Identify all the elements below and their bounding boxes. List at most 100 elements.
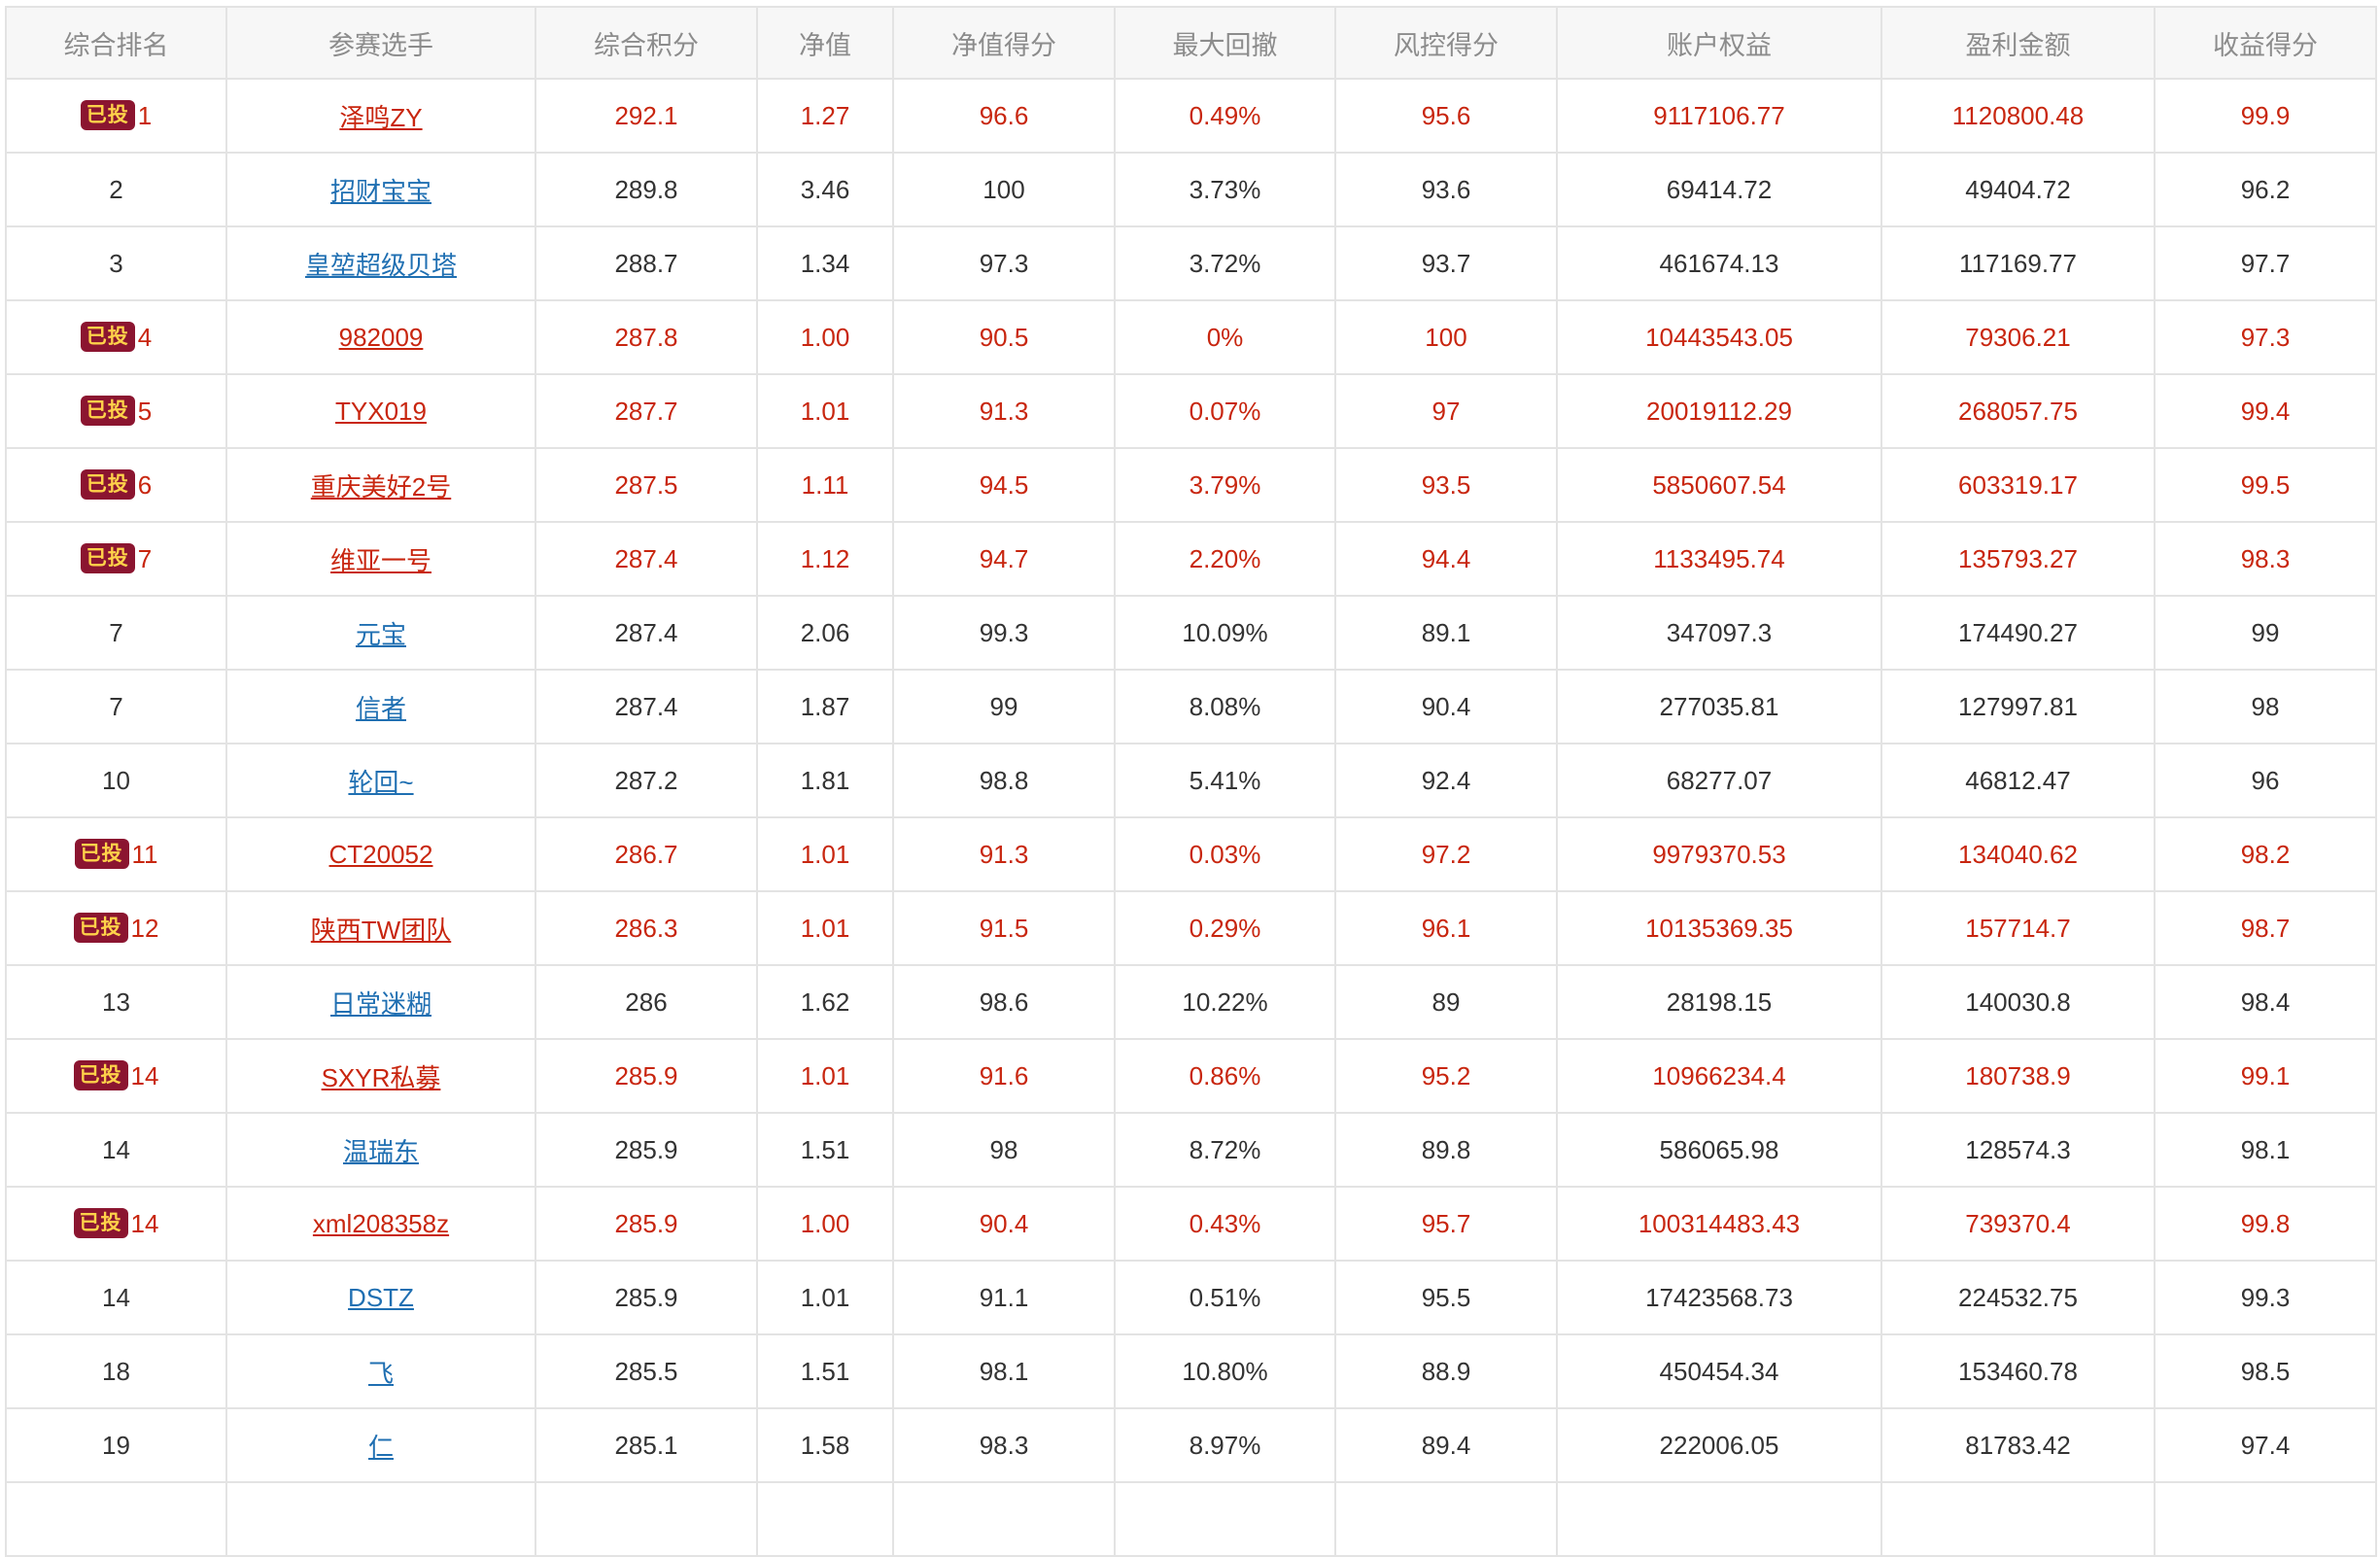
player-name-link[interactable]: SXYR私募 <box>321 1062 441 1092</box>
player-cell: 元宝 <box>225 595 536 671</box>
player-cell: 仁 <box>225 1407 536 1483</box>
table-row: 14 温瑞东 285.9 1.51 98 8.72% 89.8 586065.98 128574… <box>5 1112 2377 1188</box>
rank-value: 10 <box>102 765 130 795</box>
net-value-cell: 1.58 <box>756 1407 894 1483</box>
profit-cell: 81783.42 <box>1880 1407 2156 1483</box>
account-equity-cell: 10966234.4 <box>1556 1038 1882 1114</box>
profit-cell: 79306.21 <box>1880 299 2156 375</box>
net-value-cell: 1.01 <box>756 890 894 966</box>
max-drawdown-cell: 8.72% <box>1114 1112 1336 1188</box>
col-header-total-score[interactable]: 综合积分 <box>535 6 758 80</box>
invested-badge: 已投 <box>80 322 135 352</box>
return-score-cell: 98.1 <box>2154 1112 2377 1188</box>
profit-cell: 603319.17 <box>1880 447 2156 523</box>
total-score-cell: 287.5 <box>535 447 758 523</box>
rank-cell <box>5 1481 227 1557</box>
table-row: 已投 1 泽鸣ZY 292.1 1.27 96.6 0.49% 95.6 9117106.77 1… <box>5 78 2377 154</box>
account-equity-cell: 461674.13 <box>1556 225 1882 301</box>
player-name-link[interactable]: 陕西TW团队 <box>310 915 452 945</box>
player-name-link[interactable]: 飞 <box>367 1358 394 1388</box>
rank-cell: 已投 12 <box>5 890 227 966</box>
risk-score-cell: 100 <box>1334 299 1558 375</box>
table-row: 已投 14 xml208358z 285.9 1.00 90.4 0.43% 95.7 1003… <box>5 1186 2377 1262</box>
col-header-overall-rank[interactable]: 综合排名 <box>5 6 227 80</box>
risk-score-cell: 89.8 <box>1334 1112 1558 1188</box>
table-row: 18 飞 285.5 1.51 98.1 10.80% 88.9 450454.34 15346… <box>5 1333 2377 1409</box>
col-header-risk-score[interactable]: 风控得分 <box>1334 6 1558 80</box>
rank-value: 11 <box>131 840 158 869</box>
player-name-link[interactable]: 元宝 <box>355 619 406 649</box>
total-score-cell <box>535 1481 758 1557</box>
return-score-cell: 99.8 <box>2154 1186 2377 1262</box>
net-value-score-cell: 91.5 <box>892 890 1116 966</box>
rank-cell: 2 <box>5 152 227 227</box>
net-value-score-cell: 96.6 <box>892 78 1116 154</box>
player-cell: SXYR私募 <box>225 1038 536 1114</box>
return-score-cell: 99.5 <box>2154 447 2377 523</box>
total-score-cell: 286.7 <box>535 816 758 892</box>
return-score-cell: 98.7 <box>2154 890 2377 966</box>
net-value-score-cell: 94.7 <box>892 521 1116 597</box>
player-name-link[interactable]: 泽鸣ZY <box>339 102 423 132</box>
player-name-link[interactable]: 982009 <box>338 322 424 352</box>
player-name-link[interactable]: 维亚一号 <box>329 545 431 575</box>
net-value-cell: 1.87 <box>756 669 894 744</box>
rank-cell: 3 <box>5 225 227 301</box>
return-score-cell: 99.9 <box>2154 78 2377 154</box>
net-value-score-cell: 98.8 <box>892 743 1116 818</box>
player-name-link[interactable]: TYX019 <box>335 396 427 426</box>
net-value-score-cell <box>892 1481 1116 1557</box>
player-name-link[interactable]: 日常迷糊 <box>329 988 431 1019</box>
profit-cell: 49404.72 <box>1880 152 2156 227</box>
total-score-cell: 285.9 <box>535 1260 758 1335</box>
col-header-profit[interactable]: 盈利金额 <box>1880 6 2156 80</box>
max-drawdown-cell: 0% <box>1114 299 1336 375</box>
rank-cell: 19 <box>5 1407 227 1483</box>
net-value-score-cell: 91.1 <box>892 1260 1116 1335</box>
return-score-cell: 97.7 <box>2154 225 2377 301</box>
profit-cell: 180738.9 <box>1880 1038 2156 1114</box>
col-header-return-score[interactable]: 收益得分 <box>2154 6 2377 80</box>
rank-cell: 14 <box>5 1260 227 1335</box>
risk-score-cell: 93.7 <box>1334 225 1558 301</box>
player-name-link[interactable]: 招财宝宝 <box>329 176 431 206</box>
table-row: 2 招财宝宝 289.8 3.46 100 3.73% 93.6 69414.72 49404.… <box>5 152 2377 227</box>
col-header-player[interactable]: 参赛选手 <box>225 6 536 80</box>
risk-score-cell: 90.4 <box>1334 669 1558 744</box>
total-score-cell: 292.1 <box>535 78 758 154</box>
rank-cell: 已投 1 <box>5 78 227 154</box>
max-drawdown-cell: 0.07% <box>1114 373 1336 449</box>
max-drawdown-cell <box>1114 1481 1336 1557</box>
player-name-link[interactable]: 轮回~ <box>348 767 414 797</box>
player-name-link[interactable]: 仁 <box>367 1432 394 1462</box>
profit-cell: 1120800.48 <box>1880 78 2156 154</box>
col-header-net-value[interactable]: 净值 <box>756 6 894 80</box>
risk-score-cell <box>1334 1481 1558 1557</box>
player-name-link[interactable]: 温瑞东 <box>342 1136 419 1166</box>
player-name-link[interactable]: CT20052 <box>328 839 433 869</box>
max-drawdown-cell: 0.03% <box>1114 816 1336 892</box>
risk-score-cell: 96.1 <box>1334 890 1558 966</box>
return-score-cell: 99.1 <box>2154 1038 2377 1114</box>
rank-value: 7 <box>109 617 123 647</box>
player-cell: 维亚一号 <box>225 521 536 597</box>
rank-cell: 14 <box>5 1112 227 1188</box>
player-cell: CT20052 <box>225 816 536 892</box>
player-name-link[interactable]: 信者 <box>355 693 406 723</box>
player-name-link[interactable]: xml208358z <box>312 1208 450 1238</box>
rank-cell: 已投 14 <box>5 1186 227 1262</box>
player-name-link[interactable]: DSTZ <box>348 1282 414 1312</box>
col-header-net-value-score[interactable]: 净值得分 <box>892 6 1116 80</box>
return-score-cell: 98.3 <box>2154 521 2377 597</box>
col-header-max-drawdown[interactable]: 最大回撤 <box>1114 6 1336 80</box>
profit-cell: 157714.7 <box>1880 890 2156 966</box>
max-drawdown-cell: 0.43% <box>1114 1186 1336 1262</box>
player-cell: xml208358z <box>225 1186 536 1262</box>
table-row: 3 皇堃超级贝塔 288.7 1.34 97.3 3.72% 93.7 461674.13 11… <box>5 225 2377 301</box>
rank-value: 6 <box>137 470 153 500</box>
player-name-link[interactable]: 重庆美好2号 <box>310 471 452 502</box>
col-header-account-equity[interactable]: 账户权益 <box>1556 6 1882 80</box>
profit-cell: 117169.77 <box>1880 225 2156 301</box>
player-name-link[interactable]: 皇堃超级贝塔 <box>304 250 457 280</box>
rank-value: 14 <box>102 1134 130 1164</box>
